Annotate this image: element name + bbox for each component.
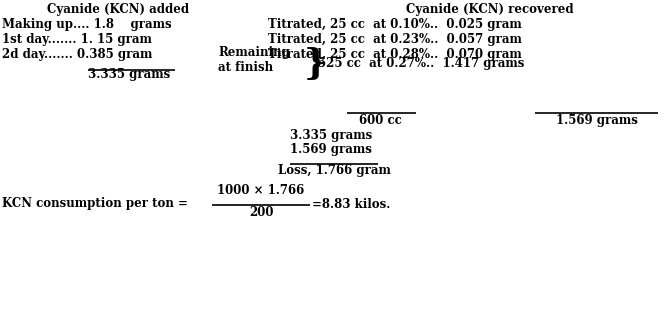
Text: Titrated, 25 cc  at 0.23%..  0.057 gram: Titrated, 25 cc at 0.23%.. 0.057 gram	[268, 33, 522, 46]
Text: Loss, 1.766 gram: Loss, 1.766 gram	[278, 164, 390, 177]
Text: 600 cc: 600 cc	[359, 114, 401, 127]
Text: Cyanide (KCN) added: Cyanide (KCN) added	[47, 3, 189, 16]
Text: Making up.... 1.8    grams: Making up.... 1.8 grams	[2, 18, 172, 31]
Text: 1000 × 1.766: 1000 × 1.766	[217, 184, 305, 197]
Text: 1.569 grams: 1.569 grams	[556, 114, 638, 127]
Text: }: }	[304, 46, 327, 80]
Text: 200: 200	[248, 206, 273, 219]
Text: 3.335 grams: 3.335 grams	[88, 68, 170, 81]
Text: =8.83 kilos.: =8.83 kilos.	[312, 198, 390, 211]
Text: at finish: at finish	[218, 61, 273, 74]
Text: Remaining: Remaining	[218, 46, 290, 59]
Text: Titrated, 25 cc  at 0.28%..  0.070 gram: Titrated, 25 cc at 0.28%.. 0.070 gram	[268, 48, 522, 61]
Text: Titrated, 25 cc  at 0.10%..  0.025 gram: Titrated, 25 cc at 0.10%.. 0.025 gram	[268, 18, 522, 31]
Text: 2d day....... 0.385 gram: 2d day....... 0.385 gram	[2, 48, 152, 61]
Text: 1st day....... 1. 15 gram: 1st day....... 1. 15 gram	[2, 33, 152, 46]
Text: 3.335 grams: 3.335 grams	[290, 129, 372, 142]
Text: 1.569 grams: 1.569 grams	[290, 143, 372, 156]
Text: KCN consumption per ton =: KCN consumption per ton =	[2, 198, 188, 211]
Text: Cyanide (KCN) recovered: Cyanide (KCN) recovered	[406, 3, 574, 16]
Text: 525 cc  at 0.27%..  1.417 grams: 525 cc at 0.27%.. 1.417 grams	[318, 56, 524, 69]
